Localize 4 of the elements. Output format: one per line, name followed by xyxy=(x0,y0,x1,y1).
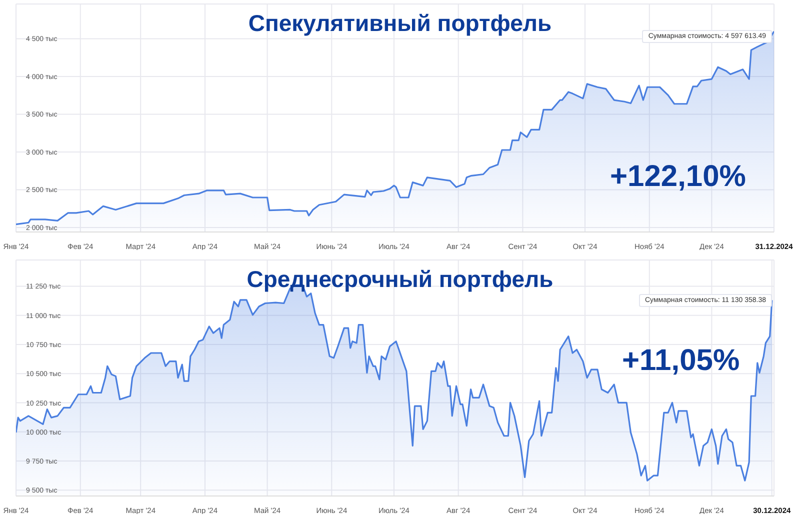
annotation: +122,10% xyxy=(610,160,746,194)
chart-title: Спекулятивный портфель xyxy=(248,10,552,36)
annotation: +11,05% xyxy=(622,344,740,378)
chart-title: Среднесрочный портфель xyxy=(246,266,554,292)
